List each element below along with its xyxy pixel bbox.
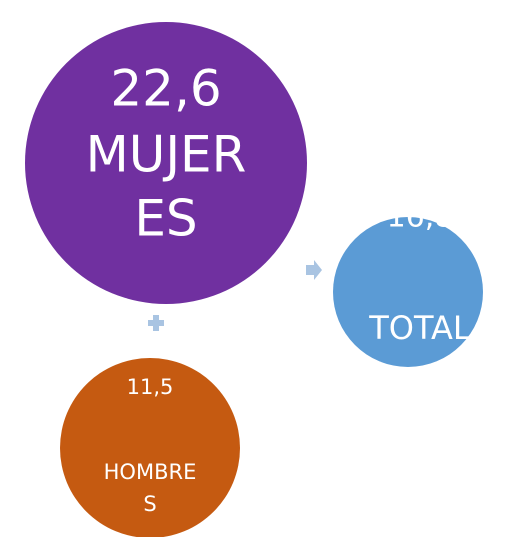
men-label: HOMBRE — [104, 460, 197, 484]
women-label: ES — [134, 190, 197, 248]
total-label: TOTAL — [368, 309, 471, 347]
women-circle — [25, 22, 307, 304]
men-value: 11,5 — [127, 375, 174, 399]
men-label: S — [143, 492, 156, 516]
plus-sign — [148, 315, 164, 331]
total-value: 16,8 — [387, 200, 454, 235]
total-circle — [333, 217, 483, 367]
women-value: 22,6 — [110, 60, 221, 118]
men-circle — [60, 358, 240, 537]
women-label: MUJER — [86, 126, 247, 184]
arrow — [306, 260, 322, 280]
